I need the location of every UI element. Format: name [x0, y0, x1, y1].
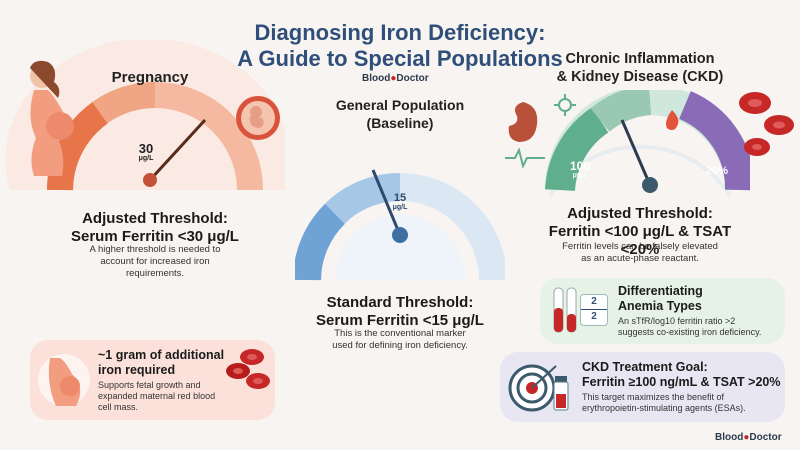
pregnancy-title: Pregnancy: [111, 69, 189, 86]
pregnancy-description: A higher threshold is needed to account …: [89, 244, 221, 279]
general-gauge-value: 15 μg/L: [392, 192, 408, 212]
general-gauge-svg: [295, 169, 505, 281]
pregnant-woman-icon: [30, 60, 74, 176]
ckd-gauge-right-value: 20%: [705, 165, 729, 177]
ckd-title: Chronic Inflammation & Kidney Disease (C…: [556, 51, 724, 85]
pregnant-belly-icon: [38, 354, 90, 406]
ckd-goal-card: CKD Treatment Goal: Ferritin ≥100 ng/mL &…: [500, 352, 785, 422]
ckd-goal-description: This target maximizes the benefit of eryt…: [582, 392, 746, 413]
general-title: General Population (Baseline): [335, 97, 465, 131]
pregnancy-threshold: Adjusted Threshold: Serum Ferritin <30 μ…: [71, 210, 239, 245]
anemia-types-description: An sTfR/log10 ferritin ratio >2 suggests …: [618, 316, 762, 337]
pregnancy-gauge-svg: [5, 40, 285, 191]
red-blood-cells-icon: [226, 349, 270, 389]
iron-required-title: ~1 gram of additional iron required: [98, 348, 225, 377]
kidney-icon: [508, 102, 538, 142]
page-title: Diagnosing Iron Deficiency: A Guide to S…: [237, 20, 563, 71]
general-threshold: Standard Threshold: Serum Ferritin <15 μ…: [316, 294, 484, 329]
ckd-goal-title: CKD Treatment Goal: Ferritin ≥100 ng/mL &…: [582, 360, 781, 389]
footer-brand-logo: Blood●Doctor: [715, 432, 782, 443]
pregnancy-gauge-value: 30 μg/L: [138, 141, 154, 162]
test-tube-icon: [553, 287, 577, 333]
red-blood-cell-icon: [739, 92, 794, 156]
fetus-icon: [236, 96, 280, 140]
anemia-types-title: Differentiating Anemia Types: [618, 284, 703, 313]
ckd-gauge-svg: [545, 90, 750, 197]
virus-icon: [554, 94, 576, 116]
ckd-threshold: Adjusted Threshold: Ferritin <100 μg/L &…: [548, 205, 732, 258]
brand-logo: Blood●Doctor: [362, 73, 429, 84]
anemia-types-card: 2 2 Differentiating Anemia Types An sTfR/…: [540, 278, 785, 344]
ckd-description: Ferritin levels can be falsely elevated …: [562, 241, 718, 264]
general-description: This is the conventional marker used for…: [332, 328, 468, 351]
iron-required-description: Supports fetal growth and expanded matern…: [98, 380, 216, 412]
ecg-line-icon: [505, 148, 545, 168]
ratio-box: 2 2: [580, 294, 608, 326]
vial-icon: [553, 376, 569, 411]
flame-icon: [666, 110, 679, 130]
ckd-gauge-left-value: 100 μg/L: [569, 159, 591, 179]
target-icon: [508, 364, 557, 412]
iron-required-card: ~1 gram of additional iron required Suppo…: [30, 340, 275, 420]
